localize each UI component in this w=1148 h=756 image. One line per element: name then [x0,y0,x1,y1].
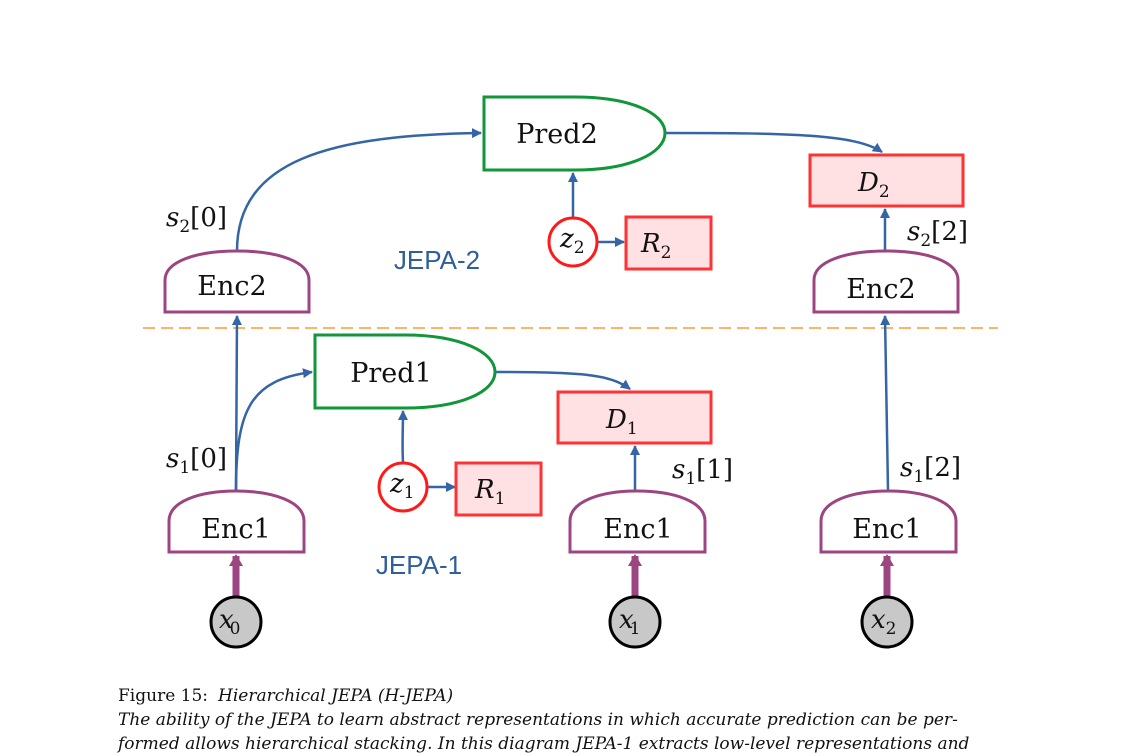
arrow-pred1-to-d1 [495,372,630,389]
figure-title: Hierarchical JEPA (H-JEPA) [218,686,453,706]
s2-2-label: s2[2] [907,217,968,251]
caption-line-2: formed allows hierarchical stacking. In … [118,732,1028,756]
s1-0-label: s1[0] [166,444,227,478]
figure-caption: Figure 15: Hierarchical JEPA (H-JEPA) The… [118,684,1028,756]
caption-line-1: The ability of the JEPA to learn abstrac… [118,708,1028,732]
jepa2-label: JEPA-2 [394,245,480,275]
arrow-s2-0-to-pred2 [237,133,481,251]
enc2-left-label: Enc2 [197,271,266,302]
figure-number: Figure 15: [118,686,208,706]
jepa1-label: JEPA-1 [376,550,462,580]
arrow-s1-2-to-enc2 [885,316,888,491]
enc1-a-label: Enc1 [201,514,270,545]
enc1-b-label: Enc1 [603,514,672,545]
s1-1-label: s1[1] [672,455,733,489]
pred2-label: Pred2 [516,119,598,150]
arrow-s1-0-to-pred1 [236,372,312,491]
pred1-label: Pred1 [350,358,432,389]
enc1-c-label: Enc1 [852,514,921,545]
s2-0-label: s2[0] [166,203,227,237]
s1-2-label: s1[2] [900,453,961,487]
enc2-right-label: Enc2 [846,274,915,305]
arrow-pred2-to-d2 [665,133,882,152]
